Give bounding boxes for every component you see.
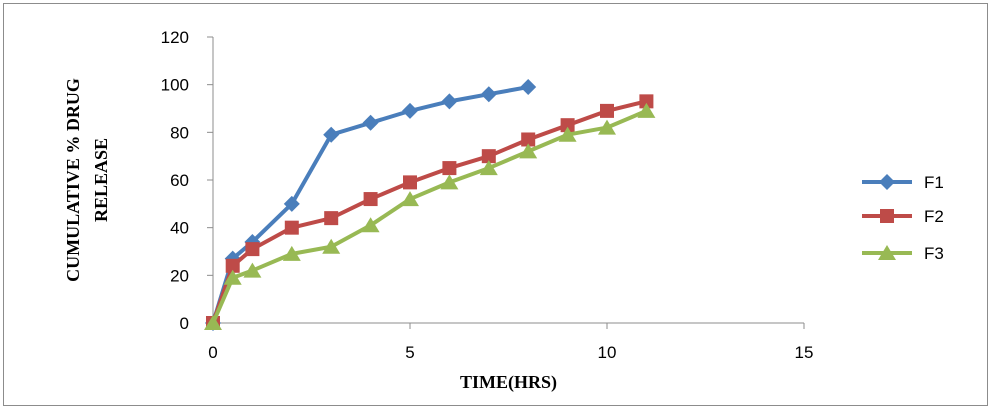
x-ticks: 0 5 10 15 <box>208 323 813 362</box>
data-point-f1 <box>283 195 300 212</box>
data-point-f3 <box>322 238 341 254</box>
data-point-f3 <box>223 269 242 285</box>
y-ticks: 0 20 40 60 80 100 120 <box>161 28 213 333</box>
data-point-f2 <box>560 118 575 133</box>
data-point-f2 <box>442 161 457 176</box>
data-point-f2 <box>521 132 536 147</box>
y-tick-label: 40 <box>170 219 189 238</box>
legend-swatch-marker <box>880 209 894 223</box>
series-f1 <box>205 79 537 331</box>
data-point-f1 <box>441 93 458 110</box>
data-point-f2 <box>225 258 240 273</box>
y-axis-title: CUMULATIVE % DRUG RELEASE <box>63 78 111 282</box>
legend: F1 F2 F3 <box>862 173 944 263</box>
series-layer <box>204 79 656 331</box>
data-point-f3 <box>361 217 380 233</box>
data-point-f3 <box>440 174 459 190</box>
series-line-f2 <box>211 99 649 325</box>
x-tick-label: 15 <box>795 343 814 362</box>
data-point-f1 <box>520 79 537 96</box>
legend-swatch-marker <box>879 174 895 190</box>
axes <box>212 37 804 324</box>
chart-frame: 0 20 40 60 80 100 120 0 5 10 15 F1 F2 F3 TIME(HRS) … <box>3 3 988 406</box>
data-point-f2 <box>284 220 299 235</box>
data-point-f2 <box>245 242 260 257</box>
legend-label: F2 <box>924 207 944 226</box>
x-tick-label: 0 <box>208 343 217 362</box>
data-point-f2 <box>403 175 417 190</box>
data-point-f1 <box>402 102 418 119</box>
legend-item-f2: F2 <box>862 207 944 226</box>
legend-swatch-marker <box>878 245 896 260</box>
data-point-f3 <box>204 315 222 330</box>
legend-item-f3: F3 <box>862 244 944 263</box>
series-f3 <box>204 102 656 330</box>
data-point-f3 <box>243 262 262 278</box>
y-tick-label: 0 <box>180 314 189 333</box>
data-point-f2 <box>481 149 496 164</box>
data-point-f3 <box>598 119 616 135</box>
y-tick-label: 60 <box>170 171 189 190</box>
series-line-f1 <box>211 85 531 325</box>
data-point-f2 <box>363 192 378 207</box>
x-tick-label: 10 <box>598 343 617 362</box>
legend-label: F1 <box>924 173 944 192</box>
x-axis-title: TIME(HRS) <box>460 372 557 393</box>
data-point-f3 <box>282 245 301 261</box>
legend-item-f1: F1 <box>862 173 944 192</box>
data-point-f2 <box>639 94 654 109</box>
y-tick-label: 100 <box>161 76 189 95</box>
y-tick-label: 20 <box>170 266 189 285</box>
data-point-f3 <box>401 191 419 207</box>
data-point-f3 <box>479 160 498 176</box>
data-point-f1 <box>362 114 379 131</box>
series-f2 <box>206 94 654 330</box>
legend-label: F3 <box>924 244 944 263</box>
data-point-f3 <box>637 102 656 118</box>
data-point-f3 <box>558 126 577 142</box>
y-axis-title-line-1: CUMULATIVE % DRUG <box>63 78 83 282</box>
y-tick-label: 80 <box>170 123 189 142</box>
data-point-f3 <box>519 143 538 159</box>
data-point-f2 <box>324 211 339 226</box>
y-axis-title-line-2: RELEASE <box>91 138 111 222</box>
data-point-f1 <box>480 86 497 103</box>
y-tick-label: 120 <box>161 28 189 47</box>
data-point-f2 <box>600 103 614 118</box>
data-point-f1 <box>323 126 340 143</box>
x-tick-label: 5 <box>405 343 414 362</box>
